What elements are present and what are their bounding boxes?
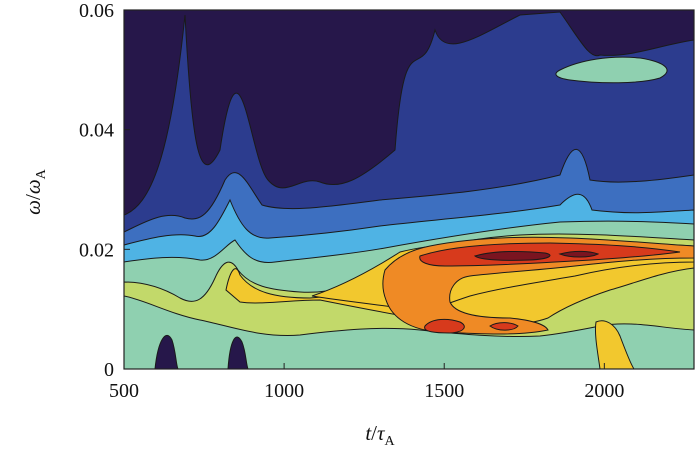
- x-axis-base: τ: [377, 421, 386, 445]
- y-tick-label: 0: [104, 359, 114, 381]
- y-axis-label: ω/ωA: [21, 168, 49, 215]
- x-tick-label: 500: [109, 380, 139, 402]
- x-axis-label: t/τA: [365, 421, 395, 449]
- y-axis-var: ω: [21, 200, 45, 215]
- x-tick-label: 1000: [264, 380, 304, 402]
- contour-dips: [154, 334, 249, 369]
- x-tick-label: 1500: [424, 380, 464, 402]
- plot-frame: [123, 9, 695, 370]
- y-tick-label: 0.06: [79, 0, 114, 22]
- y-axis-sep: /: [21, 194, 45, 200]
- contour-level-10-peak: [473, 250, 600, 261]
- x-tick-label: 2000: [584, 380, 624, 402]
- y-axis-ticks: 0 0.02 0.04 0.06: [79, 0, 130, 381]
- contour-level-9-lower: [424, 318, 519, 334]
- y-axis-base: ω: [21, 179, 45, 194]
- y-tick-label: 0.04: [79, 120, 114, 142]
- y-axis-sub: A: [34, 168, 49, 179]
- contour-level-6-patch: [555, 56, 668, 84]
- x-axis-ticks: 500 1000 1500 2000: [109, 363, 624, 402]
- plot-area: [124, 10, 694, 369]
- x-axis-sep: /: [371, 421, 377, 445]
- x-axis-sub: A: [385, 434, 396, 449]
- y-tick-label: 0.02: [79, 239, 114, 261]
- contour-level-7-patch: [595, 320, 635, 369]
- x-axis-var: t: [365, 421, 372, 445]
